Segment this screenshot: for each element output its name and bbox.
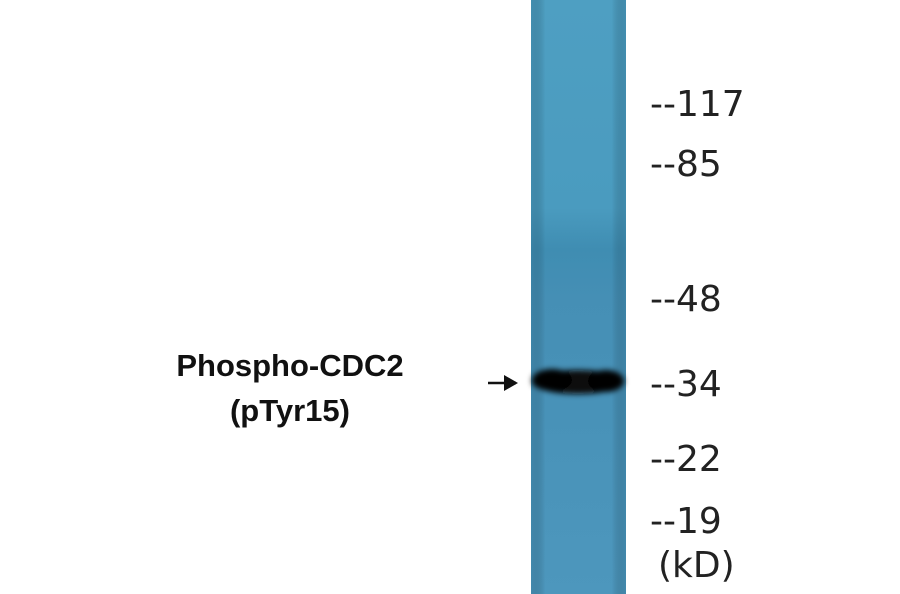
marker-label: --85: [650, 144, 722, 185]
arrow: [488, 375, 518, 391]
protein-label: Phospho-CDC2: [176, 348, 403, 383]
marker-label: --22: [650, 439, 722, 480]
marker-label: --19: [650, 501, 722, 542]
marker-label: --117: [650, 84, 745, 125]
protein-label: (pTyr15): [230, 393, 350, 428]
marker-label: --34: [650, 364, 722, 405]
marker-label: --48: [650, 279, 722, 320]
unit-label: (kD): [658, 545, 735, 586]
lane-shading: [531, 0, 626, 594]
marker-list: --117 --85 --48 --34 --22 --19: [650, 84, 745, 542]
band: [532, 369, 624, 394]
